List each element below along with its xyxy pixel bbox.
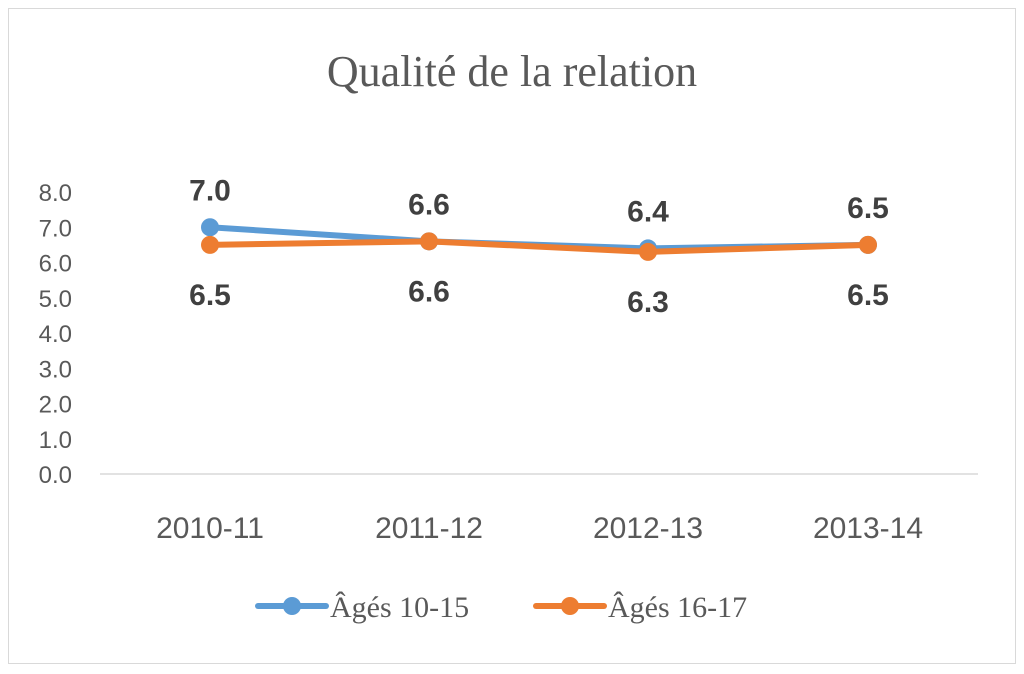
x-tick-label: 2011-12 [375,512,483,545]
y-tick-label: 8.0 [39,180,72,207]
data-point-series-2 [201,235,219,254]
legend-label-series-2: Âgés 16-17 [608,591,747,624]
data-label-series-1: 6.4 [627,195,669,228]
data-point-series-2 [639,242,657,261]
data-label-series-1: 7.0 [189,174,231,207]
data-label-series-2: 6.3 [627,286,669,319]
data-label-series-1: 6.5 [847,192,889,225]
legend-marker-series-2 [561,597,579,615]
data-label-series-2: 6.6 [408,275,450,308]
series-line-2 [207,238,871,255]
y-tick-label: 6.0 [39,251,72,278]
x-tick-label: 2010-11 [156,512,264,545]
data-point-series-2 [420,232,438,251]
x-tick-label: 2012-13 [593,512,703,545]
legend-marker-series-1 [283,597,301,615]
data-label-series-2: 6.5 [189,279,231,312]
data-label-series-2: 6.5 [847,279,889,312]
y-tick-label: 5.0 [39,286,72,313]
data-point-series-1 [201,218,219,237]
x-tick-label: 2013-14 [813,512,923,545]
legend-label-series-1: Âgés 10-15 [330,591,469,624]
chart-title: Qualité de la relation [326,47,698,96]
y-tick-label: 3.0 [39,356,72,383]
y-tick-label: 4.0 [39,321,72,348]
y-tick-label: 0.0 [39,462,72,489]
chart-frame [8,8,1016,664]
data-point-series-2 [859,235,877,254]
y-tick-label: 7.0 [39,215,72,242]
data-label-series-1: 6.6 [408,188,450,221]
y-tick-label: 2.0 [39,392,72,419]
y-tick-label: 1.0 [39,427,72,454]
